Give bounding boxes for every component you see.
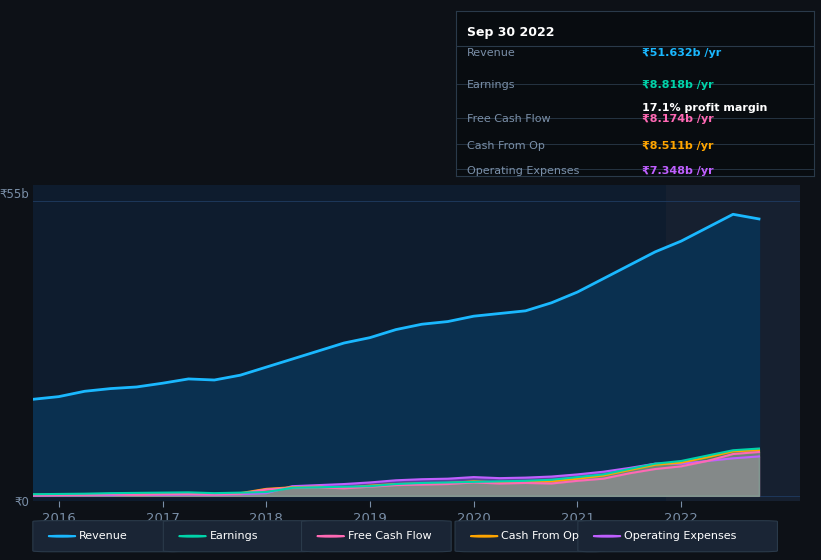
Text: Cash From Op: Cash From Op [501, 531, 579, 541]
FancyBboxPatch shape [578, 521, 777, 552]
FancyBboxPatch shape [163, 521, 313, 552]
Text: ₹8.511b /yr: ₹8.511b /yr [642, 141, 713, 151]
Circle shape [48, 535, 76, 537]
Text: Free Cash Flow: Free Cash Flow [347, 531, 431, 541]
Text: Revenue: Revenue [79, 531, 127, 541]
Text: Operating Expenses: Operating Expenses [624, 531, 736, 541]
Text: ₹51.632b /yr: ₹51.632b /yr [642, 48, 722, 58]
Text: Free Cash Flow: Free Cash Flow [467, 114, 551, 124]
Text: Operating Expenses: Operating Expenses [467, 166, 580, 176]
Text: Sep 30 2022: Sep 30 2022 [467, 26, 555, 39]
FancyBboxPatch shape [301, 521, 452, 552]
Circle shape [179, 535, 206, 537]
Circle shape [317, 535, 345, 537]
Text: ₹8.174b /yr: ₹8.174b /yr [642, 114, 714, 124]
Text: ₹8.818b /yr: ₹8.818b /yr [642, 80, 713, 90]
Text: Cash From Op: Cash From Op [467, 141, 545, 151]
FancyBboxPatch shape [455, 521, 605, 552]
Text: ₹7.348b /yr: ₹7.348b /yr [642, 166, 713, 176]
Text: ₹0: ₹0 [14, 496, 29, 509]
Text: Earnings: Earnings [467, 80, 516, 90]
Text: Revenue: Revenue [467, 48, 516, 58]
FancyBboxPatch shape [33, 521, 182, 552]
Circle shape [594, 535, 621, 537]
Bar [666, 185, 805, 501]
Circle shape [470, 535, 498, 537]
Text: 17.1% profit margin: 17.1% profit margin [642, 103, 768, 113]
Text: ₹55b: ₹55b [0, 188, 29, 201]
Text: Earnings: Earnings [209, 531, 258, 541]
